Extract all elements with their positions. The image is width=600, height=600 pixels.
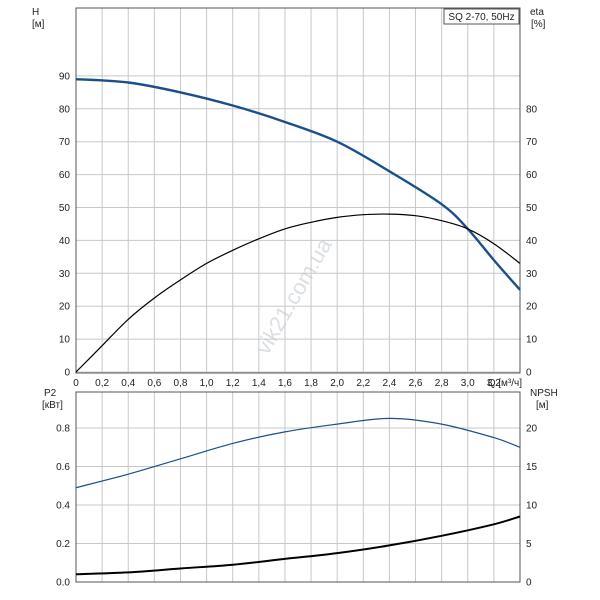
top-left-tick-label: 10 — [59, 335, 71, 346]
p2-axis-unit: [кВт] — [42, 400, 63, 411]
x-tick-label: 1,8 — [304, 378, 318, 389]
x-tick-label: 2,2 — [356, 378, 370, 389]
chart-title: SQ 2-70, 50Hz — [448, 12, 514, 23]
bottom-left-tick-label: 0.8 — [56, 424, 70, 435]
top-right-tick-label: 30 — [526, 269, 538, 280]
x-tick-label: 1,6 — [278, 378, 292, 389]
x-tick-label: 2,0 — [330, 378, 344, 389]
x-tick-label: 0,4 — [121, 378, 135, 389]
x-tick-label: 0 — [73, 378, 79, 389]
x-tick-label: 1,0 — [200, 378, 214, 389]
bottom-left-tick-label: 0.6 — [56, 462, 70, 473]
bottom-left-tick-label: 0.2 — [56, 539, 70, 550]
p2-curve — [75, 417, 521, 489]
top-right-tick-label: 60 — [526, 170, 538, 181]
bottom-right-tick-label: 15 — [526, 462, 538, 473]
top-right-tick-label: 0 — [526, 368, 532, 379]
x-tick-label: 0,8 — [174, 378, 188, 389]
top-left-tick-label: 50 — [59, 203, 71, 214]
h-curve — [75, 78, 521, 291]
bottom-left-tick-label: 0.4 — [56, 501, 70, 512]
npsh-axis-title: NPSH — [530, 388, 558, 399]
x-tick-label: 3,0 — [461, 378, 475, 389]
chart-title-box — [443, 8, 520, 25]
p2-axis-title: P2 — [44, 388, 57, 399]
top-plot-frame — [75, 7, 521, 374]
bottom-right-tick-label: 20 — [526, 424, 538, 435]
bottom-right-tick-label: 10 — [526, 501, 538, 512]
top-left-tick-label: 0 — [64, 368, 70, 379]
x-tick-label: 0,6 — [147, 378, 161, 389]
q-axis-title: Q [м³/ч] — [488, 378, 523, 389]
x-tick-label: 1,2 — [226, 378, 240, 389]
h-axis-title: H — [32, 7, 39, 18]
top-left-tick-label: 60 — [59, 170, 71, 181]
watermark-text: vik21.com.ua — [250, 233, 337, 358]
eta-axis-unit: [%] — [531, 19, 546, 30]
top-right-tick-label: 10 — [526, 335, 538, 346]
top-left-tick-label: 30 — [59, 269, 71, 280]
top-left-tick-label: 90 — [59, 71, 71, 82]
h-axis-unit: [м] — [32, 19, 45, 30]
x-tick-label: 1,4 — [252, 378, 266, 389]
power-curve — [75, 515, 521, 576]
x-tick-label: 2,8 — [435, 378, 449, 389]
top-left-tick-label: 20 — [59, 302, 71, 313]
bottom-right-tick-label: 0 — [526, 578, 532, 589]
top-right-tick-label: 50 — [526, 203, 538, 214]
eta-curve — [75, 213, 521, 373]
x-tick-label: 2,4 — [382, 378, 396, 389]
top-left-tick-label: 80 — [59, 104, 71, 115]
npsh-axis-unit: [м] — [536, 400, 549, 411]
top-right-tick-label: 70 — [526, 137, 538, 148]
top-left-tick-label: 70 — [59, 137, 71, 148]
top-right-tick-label: 20 — [526, 302, 538, 313]
x-tick-label: 2,6 — [409, 378, 423, 389]
x-tick-label: 0,2 — [95, 378, 109, 389]
x-tick-label: 3,2 — [487, 378, 501, 389]
top-right-tick-label: 80 — [526, 104, 538, 115]
bottom-right-tick-label: 5 — [526, 539, 532, 550]
bottom-left-tick-label: 0.0 — [56, 578, 70, 589]
bottom-plot-frame — [75, 391, 521, 583]
top-right-tick-label: 40 — [526, 236, 538, 247]
top-left-tick-label: 40 — [59, 236, 71, 247]
eta-axis-title: eta — [530, 7, 544, 18]
